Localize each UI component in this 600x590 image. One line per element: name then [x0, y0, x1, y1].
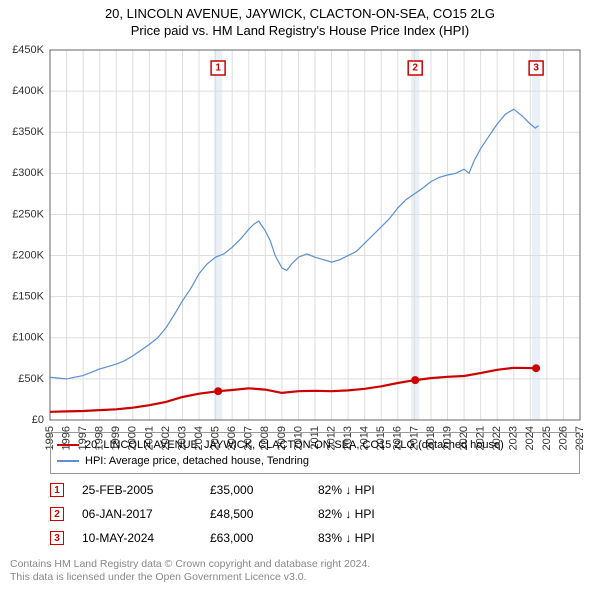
page-title: 20, LINCOLN AVENUE, JAYWICK, CLACTON-ON-… [0, 6, 600, 21]
sale-row: 1 25-FEB-2005 £35,000 82% ↓ HPI [50, 478, 580, 502]
legend-item: 20, LINCOLN AVENUE, JAYWICK, CLACTON-ON-… [57, 437, 573, 453]
sales-table: 1 25-FEB-2005 £35,000 82% ↓ HPI 2 06-JAN-2017… [50, 478, 580, 550]
price-chart: £0£50K£100K£150K£200K£250K£300K£350K£400… [50, 50, 580, 420]
footer-attribution: Contains HM Land Registry data © Crown c… [10, 558, 590, 584]
footer-line-1: Contains HM Land Registry data © Crown c… [10, 558, 590, 571]
sale-price: £35,000 [210, 483, 300, 497]
sale-marker-icon: 3 [50, 531, 64, 545]
sale-date: 25-FEB-2005 [82, 483, 192, 497]
svg-text:£0: £0 [32, 414, 44, 426]
sale-marker-icon: 1 [50, 483, 64, 497]
sale-pct: 82% ↓ HPI [318, 507, 418, 521]
svg-text:£450K: £450K [12, 44, 44, 56]
svg-text:£100K: £100K [12, 332, 44, 344]
svg-text:£350K: £350K [12, 126, 44, 138]
page-subtitle: Price paid vs. HM Land Registry's House … [0, 23, 600, 38]
legend-item: HPI: Average price, detached house, Tend… [57, 453, 573, 469]
legend-label: 20, LINCOLN AVENUE, JAYWICK, CLACTON-ON-… [85, 437, 504, 453]
svg-text:£50K: £50K [18, 373, 44, 385]
legend-swatch [57, 460, 79, 462]
chart-legend: 20, LINCOLN AVENUE, JAYWICK, CLACTON-ON-… [50, 432, 580, 474]
sale-pct: 82% ↓ HPI [318, 483, 418, 497]
sale-pct: 83% ↓ HPI [318, 531, 418, 545]
svg-text:£150K: £150K [12, 291, 44, 303]
sale-date: 10-MAY-2024 [82, 531, 192, 545]
sale-price: £48,500 [210, 507, 300, 521]
sale-date: 06-JAN-2017 [82, 507, 192, 521]
svg-text:£400K: £400K [12, 85, 44, 97]
svg-text:3: 3 [533, 63, 539, 74]
svg-text:2: 2 [412, 63, 418, 74]
svg-text:£250K: £250K [12, 208, 44, 220]
legend-swatch [57, 444, 79, 447]
sale-row: 3 10-MAY-2024 £63,000 83% ↓ HPI [50, 526, 580, 550]
svg-text:£300K: £300K [12, 167, 44, 179]
sale-price: £63,000 [210, 531, 300, 545]
sale-marker-icon: 2 [50, 507, 64, 521]
svg-text:£200K: £200K [12, 249, 44, 261]
footer-line-2: This data is licensed under the Open Gov… [10, 571, 590, 584]
legend-label: HPI: Average price, detached house, Tend… [85, 453, 309, 469]
sale-row: 2 06-JAN-2017 £48,500 82% ↓ HPI [50, 502, 580, 526]
svg-text:1: 1 [215, 63, 221, 74]
